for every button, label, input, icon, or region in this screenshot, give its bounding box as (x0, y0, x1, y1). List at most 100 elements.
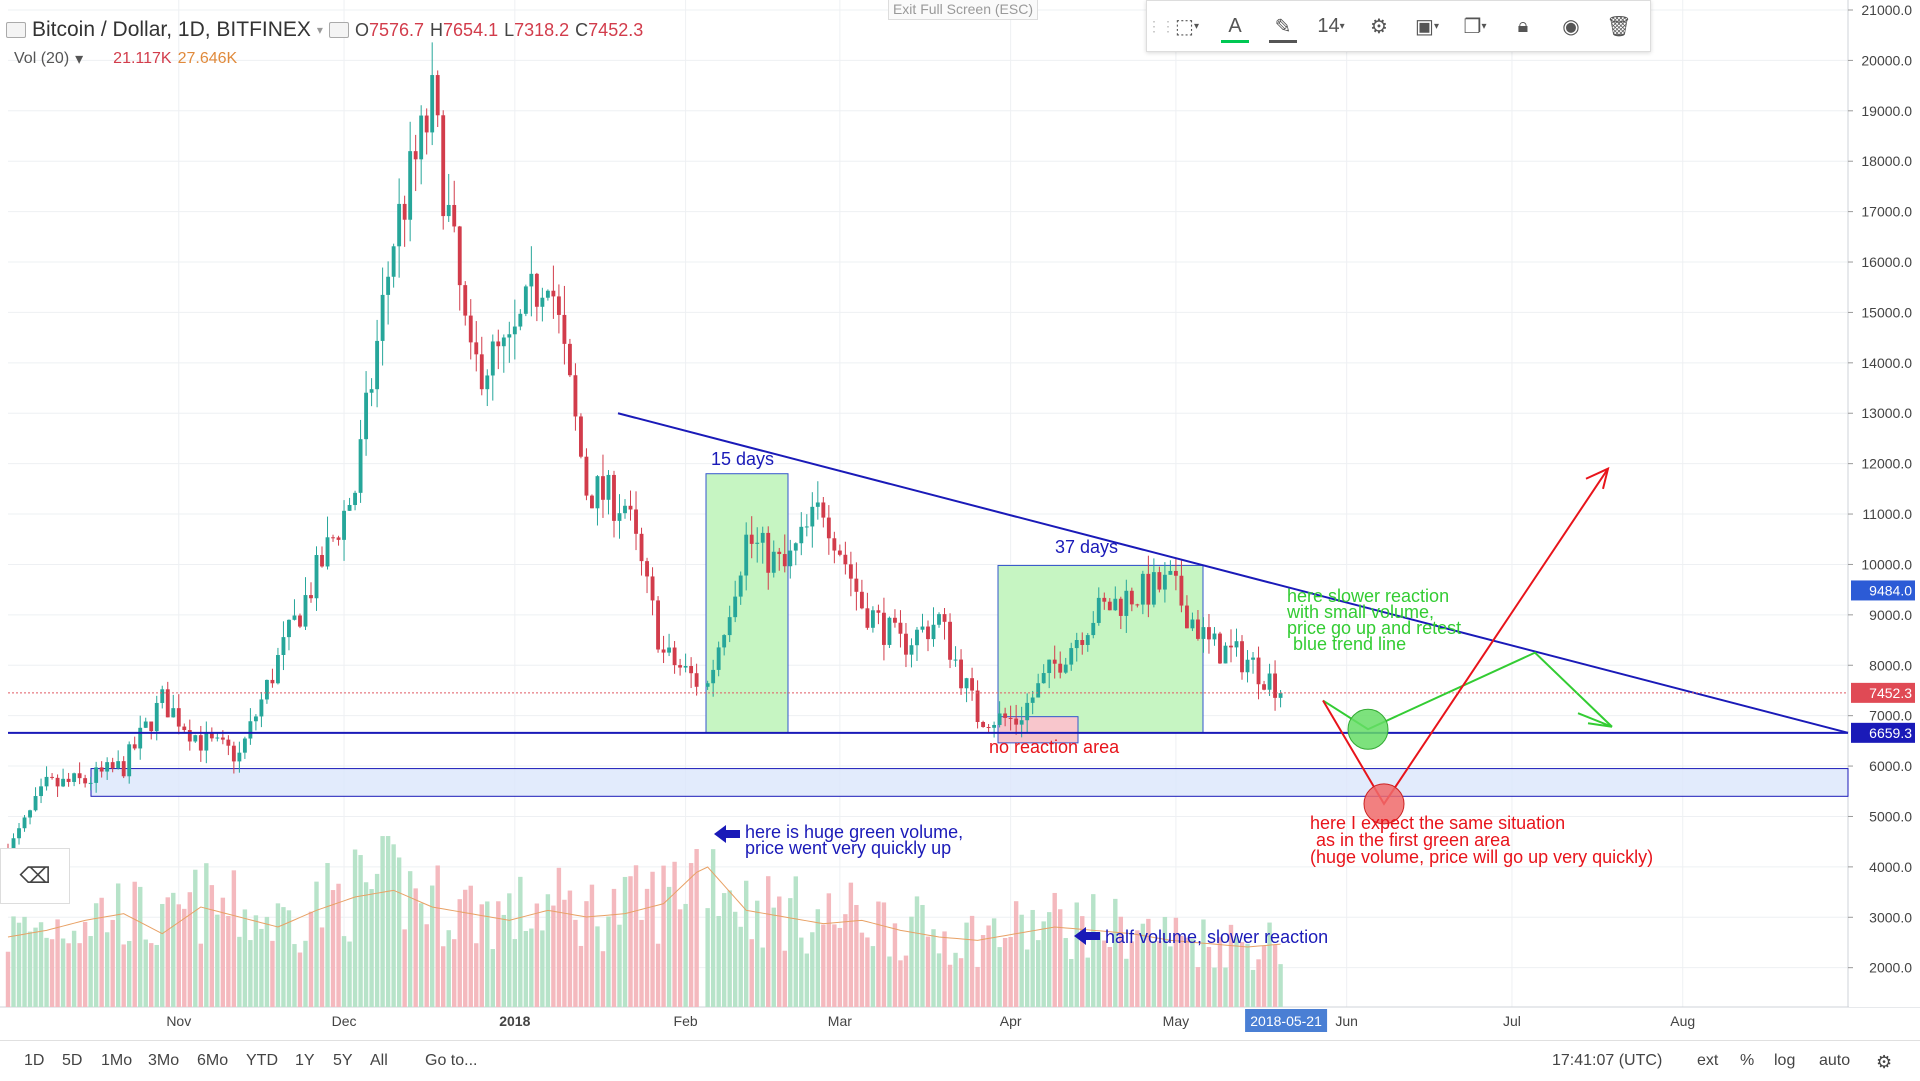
range-all[interactable]: All (370, 1052, 388, 1069)
gear-icon[interactable]: ⚙ (1370, 15, 1388, 38)
candle-body (386, 276, 391, 295)
candle-body (270, 679, 275, 684)
range-ytd[interactable]: YTD (246, 1052, 278, 1069)
volume-bar (264, 916, 270, 1007)
range-5d[interactable]: 5D (62, 1052, 83, 1069)
badge-support-price-label: 6659.3 (1869, 725, 1912, 741)
candle-body (110, 762, 115, 769)
candle-body (540, 297, 545, 307)
volume-bar (149, 943, 154, 1007)
no-reaction-box (997, 716, 1079, 744)
green-target-circle (1347, 708, 1389, 750)
candle-body (512, 326, 517, 335)
candle-body (143, 721, 148, 728)
candle-body (1107, 601, 1112, 611)
volume-bar (429, 885, 435, 1007)
candle-body (1036, 683, 1041, 698)
volume-bar (518, 876, 523, 1007)
candle-body (22, 817, 27, 829)
candle-body (430, 75, 435, 133)
volume-bar (1212, 967, 1217, 1007)
layers-icon[interactable]: ▣ ▾ (1415, 15, 1439, 38)
volume-ma-value: 27.646K (177, 50, 238, 67)
candle-body (193, 735, 198, 742)
price-tick-label: 17000.0 (1861, 204, 1912, 220)
candle-body (413, 151, 418, 160)
candle-body (562, 314, 567, 344)
percent-toggle[interactable]: % (1740, 1052, 1755, 1069)
drag-handle-icon[interactable]: ⋮⋮ (1147, 17, 1175, 34)
ext-toggle[interactable]: ext (1697, 1052, 1719, 1069)
volume-bar (650, 871, 655, 1007)
candle-body (793, 543, 798, 551)
clone-icon[interactable]: ❐ ▾ (1463, 15, 1487, 38)
line-color-button[interactable]: ✎ (1259, 1, 1307, 51)
volume-bar (1124, 958, 1129, 1007)
chart-header: Bitcoin / Dollar, 1D, BITFINEX ▾ O7576.7… (6, 18, 643, 42)
exit-fullscreen-button[interactable]: Exit Full Screen (ESC) (888, 0, 1038, 20)
volume-bar (683, 903, 688, 1007)
volume-bar (887, 956, 892, 1007)
candle-body (639, 533, 644, 562)
candle-body (573, 375, 578, 417)
trash-icon[interactable]: 🗑︎ (1606, 15, 1632, 38)
select-area-button[interactable]: ⬚ ▾ (1175, 15, 1199, 38)
candle-body (551, 290, 556, 297)
candle-body (1047, 659, 1052, 674)
volume-bar (1013, 901, 1019, 1007)
price-tick-label: 20000.0 (1861, 52, 1912, 68)
volume-bar (545, 894, 551, 1007)
text-color-button[interactable]: A (1211, 1, 1259, 51)
descending-trend-line (617, 412, 1849, 734)
volume-bar (242, 909, 248, 1007)
volume-bar (556, 867, 562, 1007)
volume-bar (826, 893, 832, 1007)
auto-toggle[interactable]: auto (1819, 1052, 1851, 1069)
eraser-button[interactable]: ⌫ (0, 848, 70, 904)
range-3mo[interactable]: 3Mo (148, 1052, 180, 1069)
candle-body (226, 739, 231, 746)
volume-bar (815, 909, 821, 1007)
volume-bar (1135, 930, 1140, 1007)
candle-body (1207, 627, 1211, 640)
range-1y[interactable]: 1Y (295, 1052, 315, 1069)
lock-icon[interactable]: 🔒︎ (1517, 14, 1529, 37)
chevron-down-icon[interactable]: ▾ (75, 51, 84, 68)
range-5y[interactable]: 5Y (333, 1052, 353, 1069)
candle-body (1223, 645, 1228, 664)
candle-body (1030, 697, 1035, 703)
collapse-icon[interactable] (6, 22, 26, 38)
candle-body (909, 645, 914, 655)
settings-icon[interactable] (328, 22, 349, 38)
range-6mo[interactable]: 6Mo (197, 1052, 229, 1069)
volume-bar (292, 944, 297, 1007)
volume-bar (479, 904, 484, 1007)
volume-bar (1107, 946, 1112, 1007)
eye-icon[interactable]: ◉ (1562, 15, 1580, 38)
symbol-title[interactable]: Bitcoin / Dollar, 1D, BITFINEX (32, 18, 311, 41)
candle-body (83, 778, 88, 784)
time-tick-label: Dec (332, 1013, 357, 1029)
gear-icon[interactable]: ⚙ (1876, 1052, 1893, 1072)
range-1mo[interactable]: 1Mo (101, 1052, 133, 1069)
font-size-select[interactable]: 14 ▾ (1317, 14, 1345, 37)
volume-bar (854, 904, 859, 1007)
volume-bar (193, 869, 198, 1007)
volume-bar (374, 873, 380, 1007)
volume-bar (738, 926, 743, 1007)
goto-button[interactable]: Go to... (425, 1052, 478, 1069)
utc-clock[interactable]: 17:41:07 (UTC) (1552, 1052, 1663, 1069)
volume-bar (1080, 916, 1085, 1007)
log-toggle[interactable]: log (1774, 1052, 1796, 1069)
volume-bar (435, 865, 440, 1007)
candle-body (1240, 641, 1244, 673)
volume-ma-line (7, 866, 1281, 948)
candle-body (1196, 619, 1200, 639)
candle-body (187, 730, 192, 742)
volume-label[interactable]: Vol (20) (14, 50, 70, 67)
price-tick-label: 18000.0 (1861, 153, 1912, 169)
chevron-down-icon[interactable]: ▾ (316, 23, 323, 37)
range-1d[interactable]: 1D (24, 1052, 45, 1069)
candle-body (1251, 657, 1255, 660)
